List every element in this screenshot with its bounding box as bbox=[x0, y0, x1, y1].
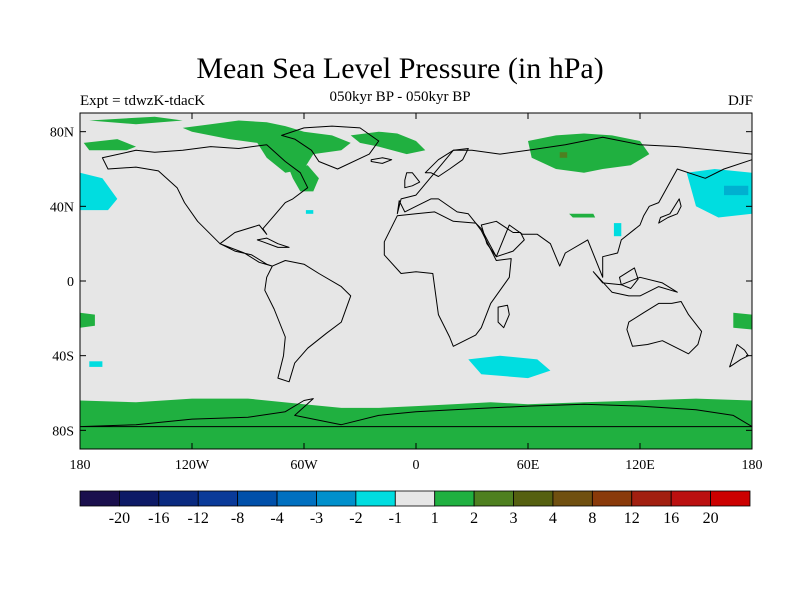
x-tick-label: 180 bbox=[742, 458, 763, 473]
anomaly-region-siberia bbox=[528, 133, 650, 173]
coastline-iceland bbox=[370, 157, 393, 164]
colorbar-swatch bbox=[79, 490, 120, 507]
anomaly-region-labrador bbox=[289, 165, 319, 192]
anomaly-region-mid-atlantic bbox=[305, 210, 314, 214]
colorbar-label: 3 bbox=[510, 510, 518, 527]
anomaly-region-siberia-core bbox=[559, 152, 568, 158]
anomaly-region-north-atlantic bbox=[350, 131, 426, 155]
x-tick-label: 120W bbox=[175, 458, 210, 473]
colorbar-label: 12 bbox=[624, 510, 640, 527]
colorbar-label: 1 bbox=[431, 510, 439, 527]
coastline-australia bbox=[626, 301, 703, 355]
coastline-madagascar bbox=[497, 304, 510, 329]
x-tick-label: 60W bbox=[290, 458, 318, 473]
colorbar-swatch bbox=[473, 490, 514, 507]
anomaly-region-west-pacific-south bbox=[80, 312, 95, 328]
coastline-japan bbox=[658, 198, 682, 224]
y-tick-label: 80S bbox=[52, 424, 74, 439]
coastline-new-zealand bbox=[729, 344, 749, 368]
colorbar: -20 -16 -12 -8 -4 -3 -2 -1 1 2 3 4 8 12 16 20 bbox=[79, 490, 751, 527]
y-tick-label: 40S bbox=[52, 350, 74, 365]
colorbar-label: -16 bbox=[148, 510, 169, 527]
colorbar-label: -3 bbox=[310, 510, 323, 527]
map-background bbox=[80, 113, 752, 449]
x-tick-label: 180 bbox=[70, 458, 91, 473]
colorbar-label: 4 bbox=[549, 510, 557, 527]
colorbar-swatch bbox=[710, 490, 751, 507]
x-tick-label: 60E bbox=[517, 458, 540, 473]
coastline-greenland bbox=[281, 125, 380, 170]
colorbar-swatch bbox=[316, 490, 357, 507]
coastline-caribbean bbox=[256, 237, 290, 248]
anomaly-region-alaska bbox=[83, 139, 136, 151]
colorbar-label: 16 bbox=[663, 510, 679, 527]
colorbar-label: -4 bbox=[270, 510, 283, 527]
anomaly-region-north-canada bbox=[89, 116, 183, 125]
coastline-africa bbox=[383, 211, 512, 347]
anomaly-region-pacific-north-west-core bbox=[724, 185, 749, 196]
y-tick-label: 80N bbox=[50, 126, 74, 141]
colorbar-label: -12 bbox=[188, 510, 209, 527]
anomaly-region-pacific-north-east bbox=[80, 172, 118, 211]
colorbar-swatch bbox=[276, 490, 317, 507]
coastline-uk bbox=[404, 172, 421, 189]
x-tick-label: 120E bbox=[625, 458, 655, 473]
anomaly-region-tibet bbox=[569, 213, 596, 218]
y-tick-label: 0 bbox=[67, 275, 74, 290]
colorbar-label: 2 bbox=[470, 510, 478, 527]
colorbar-swatch bbox=[237, 490, 278, 507]
coastlines bbox=[79, 125, 753, 428]
anomaly-region-pacific-north-west bbox=[686, 169, 752, 218]
colorbar-swatch bbox=[591, 490, 633, 507]
colorbar-swatch bbox=[158, 490, 199, 507]
coastline-borneo bbox=[619, 267, 639, 289]
colorbar-swatch bbox=[355, 490, 396, 507]
coastline-antarctica bbox=[79, 398, 753, 428]
colorbar-label: -8 bbox=[231, 510, 244, 527]
anomaly-region-east-pacific-south bbox=[733, 312, 752, 330]
colorbar-label: 8 bbox=[588, 510, 596, 527]
anomaly-region-south-indian bbox=[468, 355, 551, 379]
x-tick-label: 0 bbox=[413, 458, 420, 473]
coastline-central-america bbox=[219, 243, 273, 267]
colorbar-swatch bbox=[434, 490, 475, 507]
anomaly-regions bbox=[80, 116, 752, 449]
coastline-indonesia bbox=[592, 271, 678, 297]
season-label: DJF bbox=[727, 93, 753, 109]
colorbar-swatch bbox=[513, 490, 554, 507]
coastline-south-america bbox=[264, 260, 352, 383]
anomaly-region-pacific-south bbox=[89, 361, 103, 367]
axis-ticks: 180 120W 60W 0 60E 120E 180 80N 40N 0 40S 80S bbox=[50, 113, 763, 473]
colorbar-label: 20 bbox=[703, 510, 719, 527]
map-title: Mean Sea Level Pressure (in hPa) bbox=[196, 52, 604, 85]
colorbar-swatch bbox=[552, 490, 593, 507]
coastline-eurasia bbox=[396, 136, 753, 278]
colorbar-label: -20 bbox=[109, 510, 130, 527]
colorbar-swatch bbox=[197, 490, 239, 507]
colorbar-label: -1 bbox=[389, 510, 402, 527]
y-tick-label: 40N bbox=[50, 200, 74, 215]
colorbar-swatch bbox=[670, 490, 711, 507]
anomaly-region-antarctic-ring bbox=[80, 398, 752, 449]
colorbar-swatch bbox=[631, 490, 672, 507]
colorbar-swatch bbox=[119, 490, 160, 507]
colorbar-label: -2 bbox=[349, 510, 362, 527]
experiment-label: Expt = tdwzK-tdacK bbox=[80, 93, 206, 109]
coastline-arabia bbox=[480, 220, 525, 258]
coastline-north-america bbox=[101, 144, 309, 245]
period-label: 050kyr BP - 050kyr BP bbox=[329, 89, 471, 105]
anomaly-region-greenland-arctic bbox=[182, 120, 351, 173]
colorbar-swatch bbox=[394, 490, 436, 507]
coastline-scandinavia bbox=[424, 148, 469, 177]
anomaly-region-china-spot bbox=[613, 223, 622, 237]
